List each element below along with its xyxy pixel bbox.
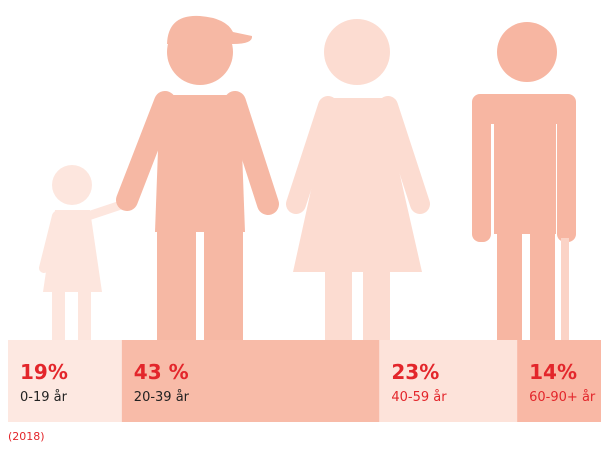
value-label: 43 % [134,360,189,384]
category-label: 0-19 år [20,390,68,405]
value-label: 23% [391,360,439,384]
category-label: 40-59 år [391,390,447,405]
value-label: 19% [20,360,68,384]
figures [43,16,576,340]
category-label: 60-90+ år [529,390,596,405]
note: (2018) [8,430,45,443]
page: {"chart_data": {"type": "bar", "stacked"… [0,0,601,454]
man-figure [127,16,268,340]
old-man-figure [472,22,576,340]
child-figure [43,165,124,340]
category-label: 20-39 år [134,390,190,405]
value-label: 14% [529,360,577,384]
chart: (2018) 19% 0-19 år 43 % 20-39 år 23% 40-59 år… [0,0,601,454]
woman-figure [293,19,422,340]
